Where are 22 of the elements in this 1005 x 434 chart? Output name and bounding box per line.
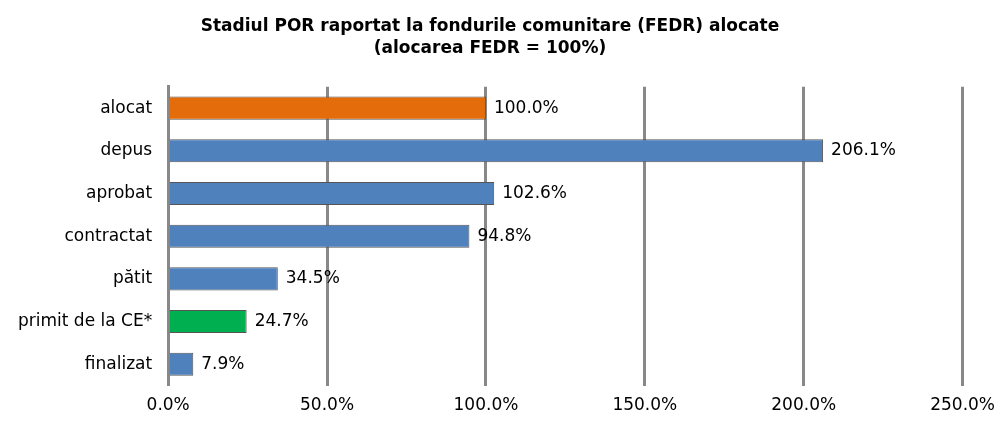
y-tick-label: finalizat (84, 352, 153, 373)
x-tick-label: 50.0% (300, 394, 355, 415)
data-label: 206.1% (831, 139, 896, 160)
x-tick-label: 200.0% (771, 394, 837, 415)
chart-title: Stadiul POR raportat la fondurile comunitare (FEDR) alocate (200, 14, 780, 35)
data-label: 100.0% (493, 96, 559, 117)
y-tick-label: contractat (64, 224, 153, 245)
x-tick-label: 250.0% (930, 394, 995, 415)
data-label: 102.6% (502, 181, 568, 202)
x-tick-label: 0.0% (146, 394, 190, 415)
data-label: 7.9% (201, 352, 245, 373)
y-tick-label: aprobat (86, 181, 153, 202)
y-tick-label: depus (100, 139, 153, 160)
data-label: 24.7% (254, 309, 309, 330)
x-tick-label: 150.0% (612, 394, 678, 415)
y-tick-label: alocat (100, 96, 153, 117)
data-label: 34.5% (285, 267, 340, 288)
chart-subtitle: (alocarea FEDR = 100%) (373, 37, 607, 58)
y-tick-label: pătit (112, 267, 153, 288)
x-tick-label: 100.0% (453, 394, 519, 415)
data-label: 94.8% (477, 224, 532, 245)
y-tick-label: primit de la CE* (17, 309, 153, 330)
